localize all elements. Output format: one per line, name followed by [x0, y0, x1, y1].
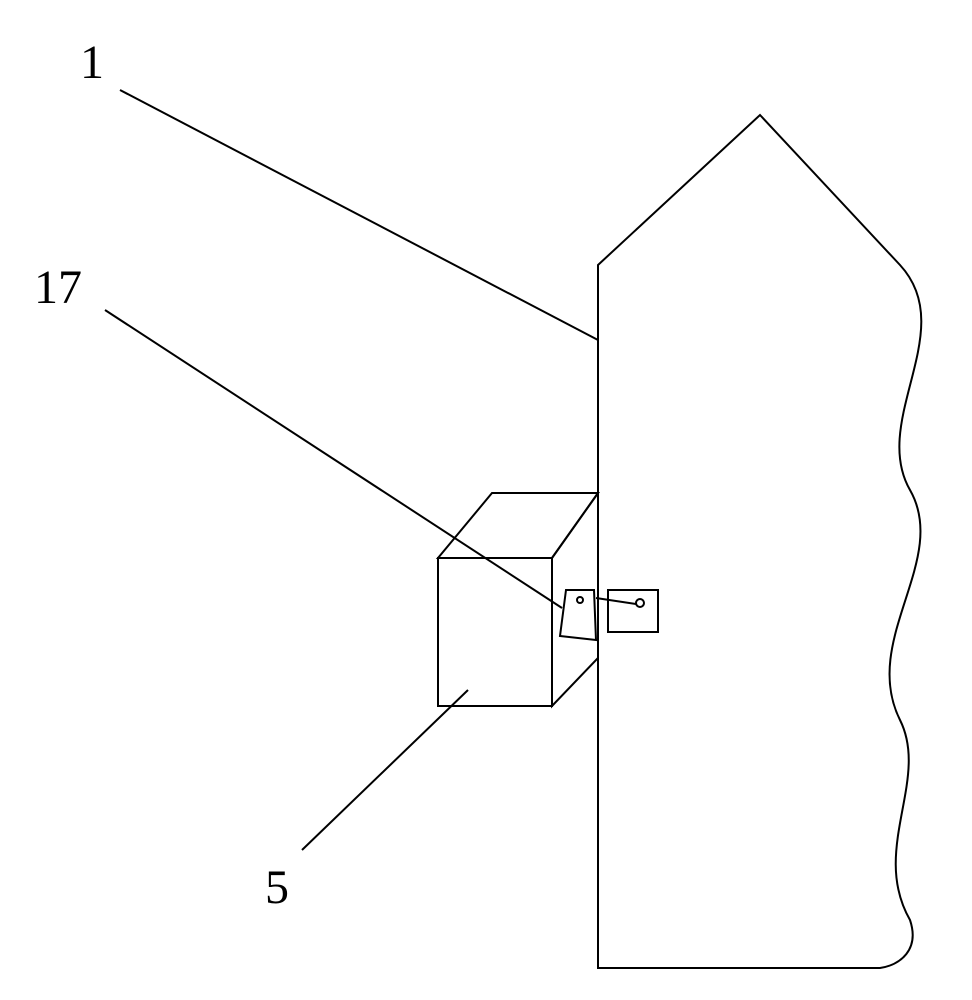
latch-pin	[636, 599, 644, 607]
latch-link	[596, 598, 636, 604]
callout-label-1: 1	[80, 35, 104, 90]
box-front-face	[438, 558, 552, 706]
latch-plate	[608, 590, 658, 632]
box-right-face	[552, 493, 598, 706]
main-body-outline	[598, 115, 921, 968]
diagram-canvas	[0, 0, 972, 1000]
leader-line-17	[105, 310, 562, 608]
latch-flap-hole	[577, 597, 583, 603]
callout-label-5: 5	[265, 860, 289, 915]
callout-label-17: 17	[34, 260, 82, 315]
leader-line-5	[302, 690, 468, 850]
leader-line-1	[120, 90, 598, 340]
